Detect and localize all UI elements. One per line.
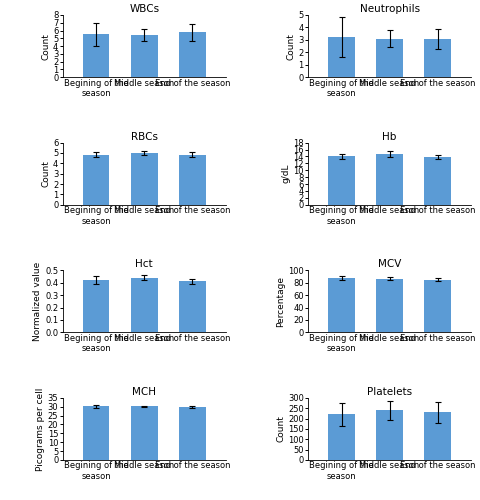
Bar — [83, 154, 109, 205]
Bar — [179, 407, 205, 460]
Title: Hct: Hct — [135, 260, 153, 270]
Bar — [83, 34, 109, 77]
Title: Neutrophils: Neutrophils — [359, 4, 419, 14]
Bar — [327, 38, 354, 77]
Y-axis label: Normalized value: Normalized value — [33, 262, 42, 341]
Y-axis label: Count: Count — [276, 416, 285, 442]
Bar — [83, 406, 109, 460]
Bar — [423, 280, 450, 332]
Bar — [131, 35, 157, 77]
Bar — [131, 153, 157, 205]
Bar — [179, 32, 205, 77]
Title: MCH: MCH — [132, 387, 156, 397]
Bar — [376, 154, 402, 205]
Y-axis label: Count: Count — [41, 32, 50, 60]
Bar — [423, 157, 450, 205]
Title: MCV: MCV — [377, 260, 400, 270]
Bar — [179, 154, 205, 205]
Bar — [131, 406, 157, 460]
Bar — [131, 278, 157, 332]
Bar — [327, 278, 354, 332]
Bar — [327, 156, 354, 205]
Y-axis label: Count: Count — [286, 32, 295, 60]
Y-axis label: Count: Count — [41, 160, 50, 187]
Title: WBCs: WBCs — [129, 4, 159, 14]
Bar — [423, 38, 450, 77]
Y-axis label: Picograms per cell: Picograms per cell — [36, 387, 45, 470]
Title: RBCs: RBCs — [131, 132, 157, 142]
Bar — [376, 38, 402, 77]
Bar — [179, 282, 205, 333]
Bar — [327, 414, 354, 460]
Title: Hb: Hb — [382, 132, 396, 142]
Title: Platelets: Platelets — [366, 387, 411, 397]
Y-axis label: g/dL: g/dL — [281, 164, 289, 184]
Y-axis label: Percentage: Percentage — [276, 276, 285, 327]
Bar — [376, 410, 402, 460]
Bar — [376, 279, 402, 332]
Bar — [423, 412, 450, 460]
Bar — [83, 280, 109, 332]
